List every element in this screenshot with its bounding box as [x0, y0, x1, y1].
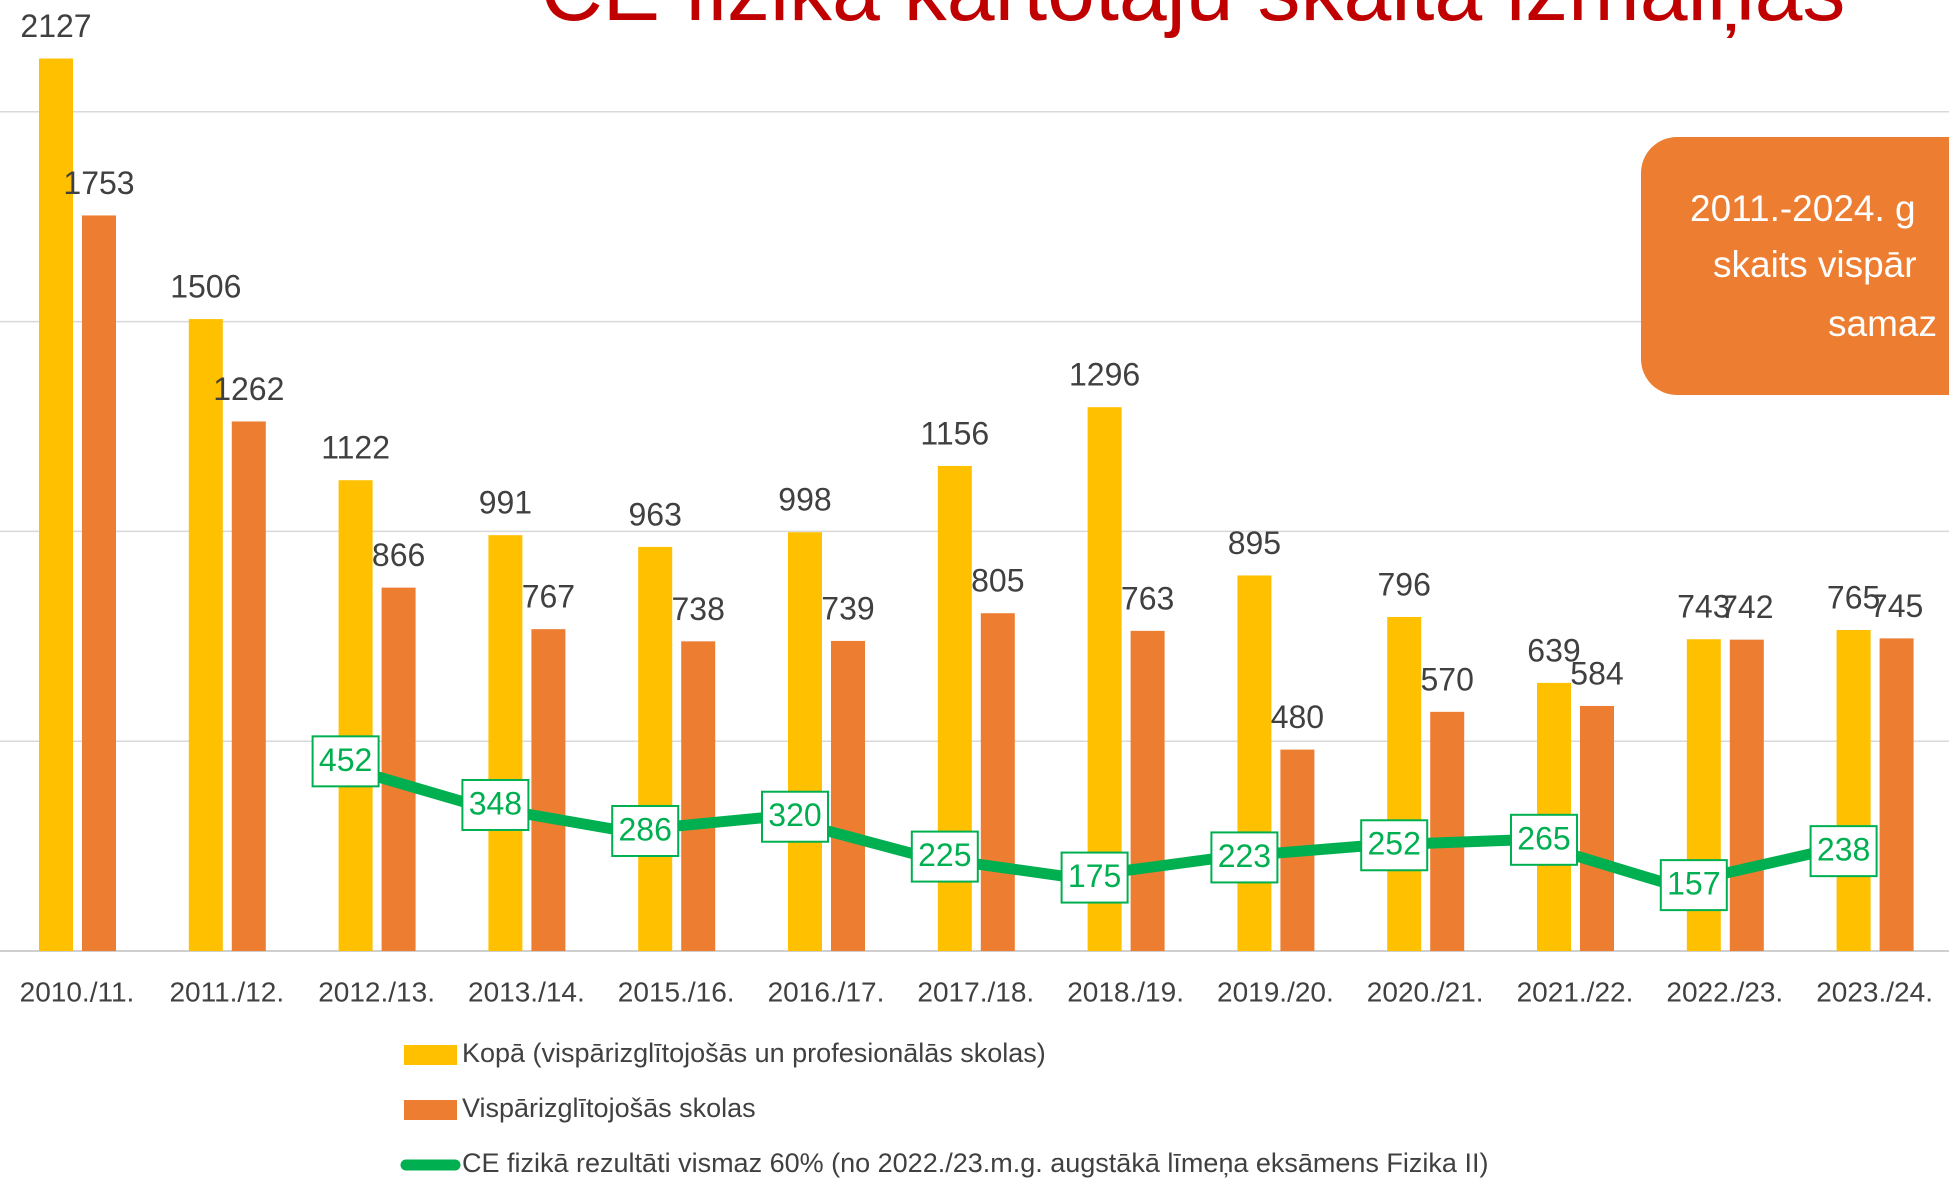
bar	[382, 588, 416, 951]
data-label: 225	[918, 837, 971, 873]
bar	[1237, 575, 1271, 951]
bar	[1387, 617, 1421, 951]
data-label: 1262	[213, 371, 284, 407]
data-label: 767	[522, 579, 575, 615]
data-label: 265	[1517, 820, 1570, 856]
bar	[1730, 640, 1764, 951]
data-label: 1506	[170, 269, 241, 305]
data-label: 1753	[63, 165, 134, 201]
data-label: 805	[971, 563, 1024, 599]
bar	[1580, 706, 1614, 951]
annotation-text: 2011.-2024. g	[1690, 188, 1916, 229]
data-label: 480	[1271, 699, 1324, 735]
page: {"chart_data": {"type": "bar_line", "tit…	[0, 0, 1949, 1179]
legend-label: Vispārizglītojošās skolas	[462, 1093, 756, 1123]
data-label: 286	[619, 811, 672, 847]
bar	[638, 547, 672, 951]
bar	[788, 532, 822, 951]
bar	[981, 613, 1015, 951]
data-label: 223	[1218, 838, 1271, 874]
data-label: 763	[1121, 580, 1174, 616]
x-tick-label: 2018./19.	[1067, 976, 1184, 1007]
data-label: 963	[629, 496, 682, 532]
data-label: 1156	[920, 415, 989, 451]
legend-swatch	[404, 1045, 457, 1065]
bar	[1880, 638, 1914, 951]
x-tick-label: 2013./14.	[468, 976, 585, 1007]
data-label: 738	[672, 591, 725, 627]
chart-title: CE fizikā kārtotāju skaita izmaiņas	[541, 0, 1846, 39]
data-label: 991	[479, 485, 532, 521]
legend-swatch	[404, 1100, 457, 1120]
data-label: 570	[1421, 661, 1474, 697]
x-tick-label: 2022./23.	[1666, 976, 1783, 1007]
x-tick-label: 2017./18.	[917, 976, 1034, 1007]
bar	[1131, 631, 1165, 951]
x-tick-label: 2016./17.	[768, 976, 885, 1007]
data-label: 745	[1870, 588, 1923, 624]
legend-label: CE fizikā rezultāti vismaz 60% (no 2022.…	[462, 1148, 1488, 1178]
data-label: 1122	[321, 430, 390, 466]
legend-label: Kopā (vispārizglītojošās un profesionālā…	[462, 1038, 1046, 1068]
x-tick-label: 2019./20.	[1217, 976, 1334, 1007]
bar	[189, 319, 223, 951]
bar	[681, 641, 715, 951]
data-label: 2127	[20, 8, 91, 44]
data-label: 320	[768, 797, 821, 833]
bar	[1837, 630, 1871, 951]
bar	[82, 215, 116, 951]
annotation-text: skaits vispār	[1713, 244, 1917, 285]
x-tick-label: 2015./16.	[618, 976, 735, 1007]
data-label: 895	[1228, 525, 1281, 561]
bar	[488, 535, 522, 951]
data-label: 1296	[1069, 357, 1140, 393]
data-label: 866	[372, 537, 425, 573]
bar	[1430, 712, 1464, 951]
data-label: 252	[1368, 826, 1421, 862]
bar	[831, 641, 865, 951]
data-label: 452	[319, 742, 372, 778]
x-tick-label: 2010./11.	[20, 976, 135, 1007]
data-label: 584	[1570, 655, 1623, 691]
x-tick-label: 2021./22.	[1517, 976, 1634, 1007]
bar	[339, 480, 373, 951]
data-label: 157	[1667, 866, 1720, 902]
bar	[232, 421, 266, 951]
x-tick-label: 2020./21.	[1367, 976, 1484, 1007]
x-tick-label: 2011./12.	[169, 976, 284, 1007]
data-label: 739	[821, 590, 874, 626]
data-label: 348	[469, 785, 522, 821]
data-label: 742	[1720, 589, 1773, 625]
x-tick-label: 2012./13.	[318, 976, 435, 1007]
chart: CE fizikā kārtotāju skaita izmaiņas 2011…	[0, 0, 1949, 1179]
data-label: 175	[1068, 858, 1121, 894]
data-label: 796	[1378, 566, 1431, 602]
bar	[531, 629, 565, 951]
annotation-text: samaz	[1828, 303, 1937, 344]
x-tick-label: 2023./24.	[1816, 976, 1933, 1007]
data-label: 238	[1817, 832, 1870, 868]
data-label: 998	[778, 482, 831, 518]
